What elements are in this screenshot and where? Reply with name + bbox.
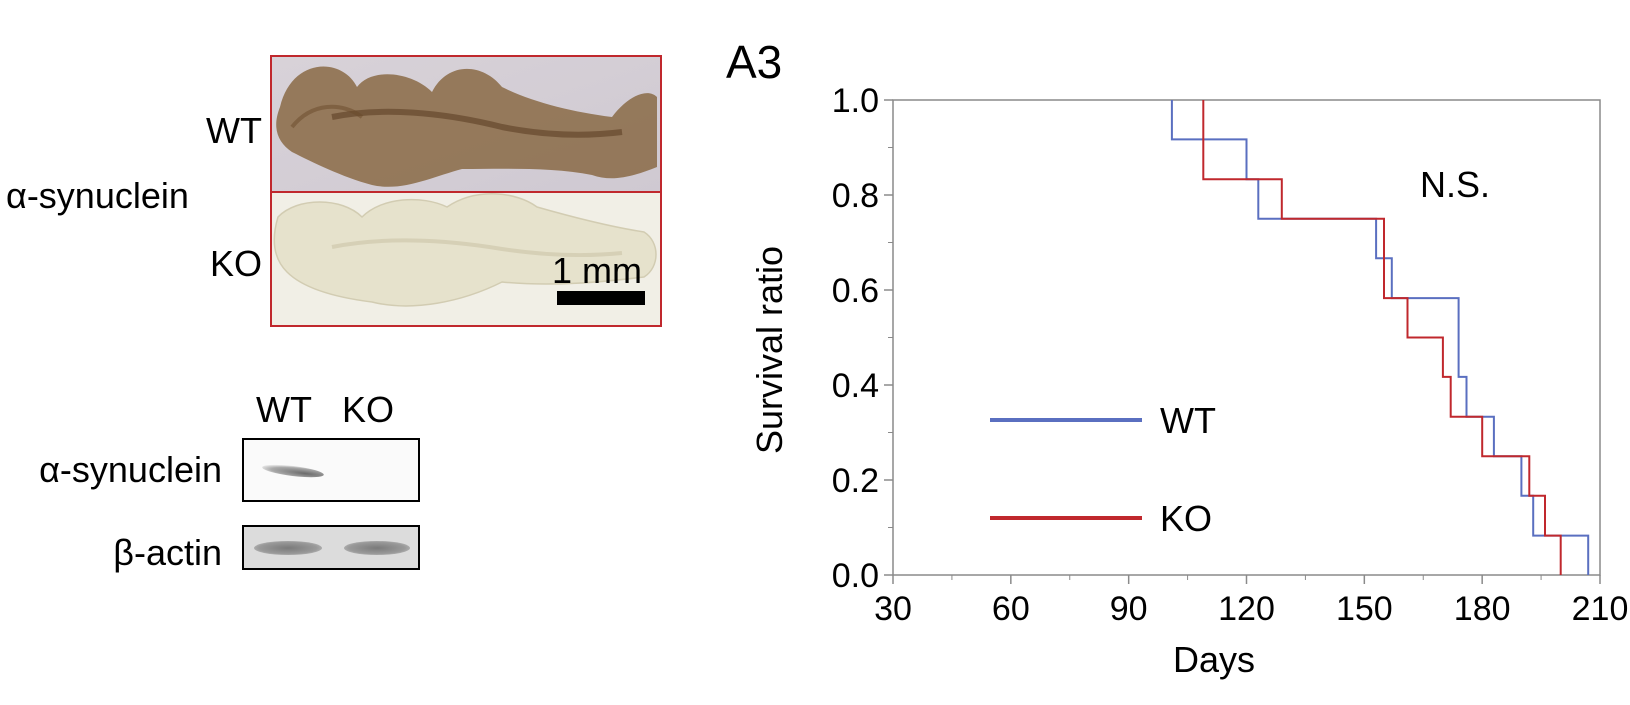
histology-stain-label: α-synuclein (6, 175, 189, 216)
blot-lane-label-ko: KO (342, 389, 395, 430)
histology-ko-label: KO (209, 243, 262, 284)
y-tick-label: 0.2 (832, 462, 879, 500)
brain-section-images (272, 57, 660, 325)
actin-band-wt (254, 541, 322, 555)
ns-annotation: N.S. (1420, 164, 1490, 205)
x-axis-title: Days (1173, 639, 1255, 680)
series-line-ko (1202, 100, 1562, 575)
blot-row-label-synuclein: α-synuclein (39, 449, 222, 490)
blot-synuclein (242, 438, 420, 502)
y-tick-label: 0.6 (832, 272, 879, 310)
x-tick-label: 150 (1336, 590, 1393, 628)
blot-row-label-actin: β-actin (113, 532, 222, 573)
scale-bar (557, 291, 645, 305)
x-tick-label: 180 (1454, 590, 1511, 628)
legend-label-ko: KO (1160, 498, 1212, 539)
y-axis-title: Survival ratio (749, 246, 790, 454)
y-tick-label: 0.8 (832, 177, 879, 215)
blot-actin (242, 525, 420, 570)
histology-wt-label: WT (206, 110, 262, 151)
y-tick-label: 0.4 (832, 367, 879, 405)
blot-lane-label-wt: WT (256, 389, 312, 430)
panel-label: A3 (726, 36, 782, 88)
histology-image-panel: 1 mm (270, 55, 662, 327)
x-tick-label: 90 (1110, 590, 1148, 628)
x-tick-label: 60 (992, 590, 1030, 628)
y-tick-label: 1.0 (832, 82, 879, 120)
y-tick-label: 0.0 (832, 557, 879, 595)
x-tick-label: 210 (1572, 590, 1629, 628)
wt-brain-section (276, 66, 657, 187)
x-tick-label: 120 (1218, 590, 1275, 628)
ko-brain-section (273, 193, 657, 307)
legend-label-wt: WT (1160, 400, 1216, 441)
series-line-wt (1170, 100, 1590, 575)
scale-bar-label: 1 mm (552, 250, 642, 291)
plot-area: 30 60 90 120 150 180 210 0.0 0.2 0.4 0.6 0.8 1.0 WT KO (832, 82, 1629, 628)
actin-band-ko (344, 541, 410, 555)
x-tick-label: 30 (874, 590, 912, 628)
